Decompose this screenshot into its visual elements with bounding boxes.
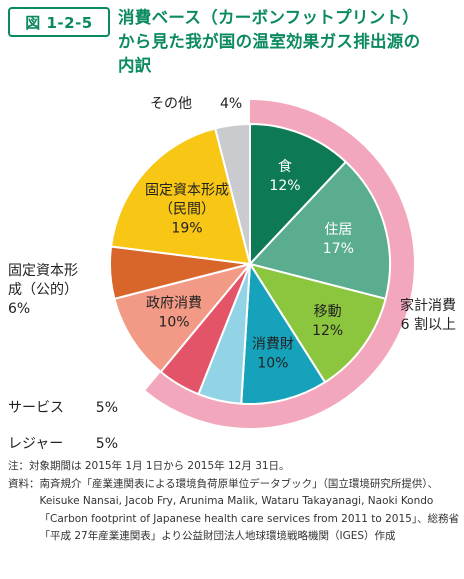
- slice-label-その他: その他: [150, 96, 192, 112]
- slice-value-サービス: 5%: [96, 400, 118, 416]
- slice-value-固定資本形成（民間）: 19%: [171, 220, 202, 236]
- slice-label-移動: 移動: [314, 304, 342, 320]
- figure-title-line-1: 消費ベース（カーボンフットプリント）: [118, 8, 420, 27]
- pie-slice-住居: [248, 160, 391, 301]
- pie-slice-その他: [213, 122, 251, 265]
- slice-label-住居: 住居: [324, 222, 352, 238]
- slice-value-政府消費: 10%: [158, 315, 189, 331]
- slice-label-消費財: 消費財: [252, 337, 294, 353]
- slice-value-固定資本形成（公的）: 6%: [8, 301, 30, 317]
- figure-title: 消費ベース（カーボンフットプリント） から見た我が国の温室効果ガス排出源の 内訳: [118, 6, 458, 78]
- figure-title-line-2: から見た我が国の温室効果ガス排出源の: [118, 32, 421, 51]
- source-row: 資料： 南斉規介「産業連関表による環境負荷原単位データブック」（国立環境研究所提…: [8, 476, 460, 546]
- pie-slice-移動: [247, 262, 387, 384]
- slice-label-食: 食: [278, 158, 292, 175]
- source-head: 資料：: [8, 477, 40, 490]
- slice-label-固定資本形成（民間）: （民間）: [159, 201, 215, 217]
- household-annotation-label: 家計消費: [400, 297, 456, 314]
- pie-slice-固定資本形成（民間）: [109, 127, 252, 266]
- slice-label-固定資本形成（公的）: 固定資本形: [8, 263, 78, 279]
- household-annotation-label: 6 割以上: [401, 316, 456, 333]
- slice-label-固定資本形成（民間）: 固定資本形成: [145, 182, 229, 198]
- note-text: 対象期間は 2015年 1月 1日から 2015年 12月 31日。: [29, 460, 290, 472]
- slice-label-政府消費: 政府消費: [146, 296, 202, 312]
- slice-label-サービス: サービス: [8, 400, 64, 416]
- slice-value-その他: 4%: [220, 96, 242, 112]
- household-consumption-band: [145, 100, 415, 428]
- pie-chart: 食 12% 住居 17% 移動 12% 消費財 10% レジャー 5% サービス 5% 政府消費 10% 固…: [8, 96, 456, 452]
- slice-value-消費財: 10%: [257, 356, 288, 372]
- slice-value-食: 12%: [269, 178, 300, 194]
- figure-number-badge: 図 1-2-5: [8, 7, 110, 37]
- slice-value-移動: 12%: [312, 323, 343, 339]
- note-head: 注：: [8, 460, 29, 472]
- slice-label-レジャー: レジャー: [8, 436, 63, 452]
- figure-title-line-3: 内訳: [118, 56, 152, 75]
- slice-label-固定資本形成（公的）: 成（公的）: [8, 282, 78, 298]
- pie-slice-消費財: [240, 260, 327, 405]
- notes: 注： 対象期間は 2015年 1月 1日から 2015年 12月 31日。 資料…: [8, 458, 460, 546]
- slice-value-住居: 17%: [323, 241, 354, 257]
- pie-slice-食: [249, 122, 348, 267]
- note-row: 注： 対象期間は 2015年 1月 1日から 2015年 12月 31日。: [8, 458, 460, 476]
- slice-value-レジャー: 5%: [96, 436, 118, 452]
- source-text: 南斉規介「産業連関表による環境負荷原単位データブック」（国立環境研究所提供）、K…: [39, 477, 460, 543]
